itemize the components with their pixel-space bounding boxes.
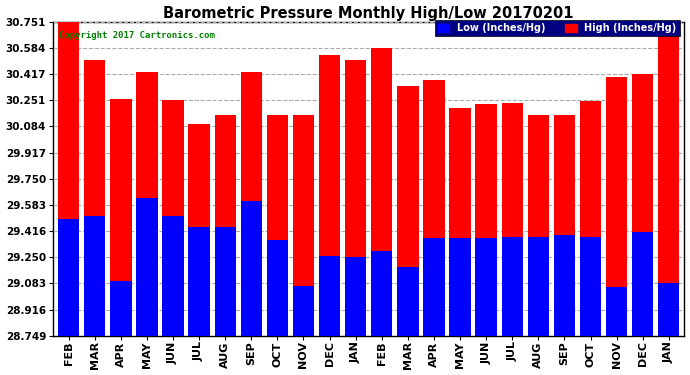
Bar [658, 22, 680, 336]
Text: Copyright 2017 Cartronics.com: Copyright 2017 Cartronics.com [59, 31, 215, 40]
Bar [162, 216, 184, 336]
Bar [449, 238, 471, 336]
Bar [397, 267, 419, 336]
Bar [553, 235, 575, 336]
Bar [267, 115, 288, 336]
Bar [84, 60, 106, 336]
Bar [475, 238, 497, 336]
Bar [658, 283, 680, 336]
Bar [136, 198, 157, 336]
Bar [162, 99, 184, 336]
Bar [110, 99, 132, 336]
Bar [528, 115, 549, 336]
Bar [528, 237, 549, 336]
Bar [397, 86, 419, 336]
Bar [371, 48, 393, 336]
Bar [475, 104, 497, 336]
Bar [632, 74, 653, 336]
Legend: Low (Inches/Hg), High (Inches/Hg): Low (Inches/Hg), High (Inches/Hg) [435, 20, 680, 36]
Bar [267, 240, 288, 336]
Bar [241, 72, 262, 336]
Bar [371, 251, 393, 336]
Bar [293, 286, 314, 336]
Bar [84, 216, 106, 336]
Bar [580, 237, 601, 336]
Bar [345, 60, 366, 336]
Bar [136, 72, 157, 336]
Bar [502, 237, 523, 336]
Bar [423, 238, 444, 336]
Bar [241, 201, 262, 336]
Bar [293, 115, 314, 336]
Bar [215, 227, 236, 336]
Bar [110, 282, 132, 336]
Bar [58, 219, 79, 336]
Bar [188, 227, 210, 336]
Bar [188, 124, 210, 336]
Bar [606, 77, 627, 336]
Bar [319, 55, 340, 336]
Bar [632, 232, 653, 336]
Title: Barometric Pressure Monthly High/Low 20170201: Barometric Pressure Monthly High/Low 201… [164, 6, 574, 21]
Bar [423, 80, 444, 336]
Bar [580, 101, 601, 336]
Bar [502, 104, 523, 336]
Bar [449, 108, 471, 336]
Bar [58, 22, 79, 336]
Bar [345, 257, 366, 336]
Bar [553, 115, 575, 336]
Bar [215, 115, 236, 336]
Bar [319, 256, 340, 336]
Bar [606, 287, 627, 336]
